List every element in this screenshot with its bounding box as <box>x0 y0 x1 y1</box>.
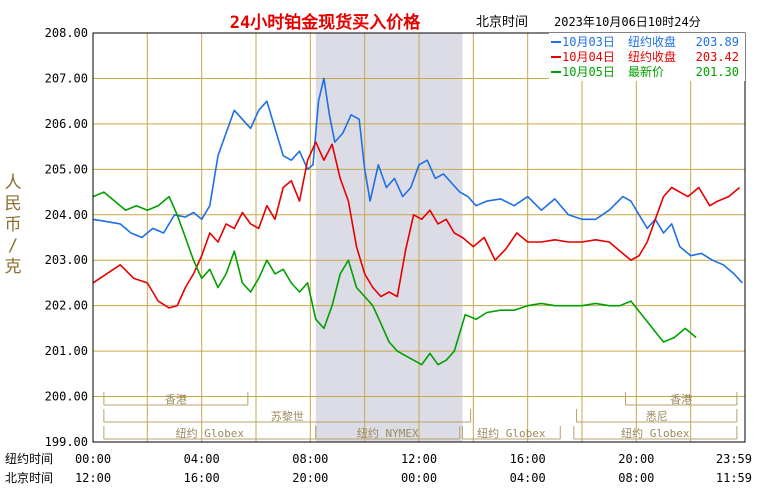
y-tick-label: 205.00 <box>45 162 88 176</box>
y-tick-label: 208.00 <box>45 26 88 40</box>
bj-x-tick-label: 12:00 <box>75 471 111 485</box>
bj-x-tick-label: 04:00 <box>510 471 546 485</box>
y-axis-label-char: 币 <box>5 215 22 235</box>
y-tick-label: 200.00 <box>45 390 88 404</box>
legend-value: 201.30 <box>696 65 739 79</box>
series-line-10月03日 <box>92 77 743 284</box>
y-axis-label-char: / <box>8 236 18 256</box>
ny-x-tick-label: 00:00 <box>75 452 111 466</box>
bj-x-tick-label: 11:59 <box>716 471 752 485</box>
session-label: 纽约 NYMEX <box>357 426 419 440</box>
bj-time-row-label: 北京时间 <box>5 471 53 485</box>
y-tick-label: 203.00 <box>45 253 88 267</box>
y-tick-label: 206.00 <box>45 117 88 131</box>
chart-title: 24小时铂金现货买入价格 <box>230 12 421 33</box>
nymex-highlight-band <box>315 33 463 442</box>
legend-date: 10月04日 <box>562 50 615 64</box>
legend-value: 203.42 <box>696 50 739 64</box>
y-axis-label: 人民币/克 <box>5 173 22 277</box>
legend-sublabel: 最新价 <box>628 64 664 79</box>
y-axis-label-char: 克 <box>5 257 22 277</box>
y-tick-label: 207.00 <box>45 71 88 85</box>
y-axis-label-char: 民 <box>5 194 22 214</box>
timestamp: 2023年10月06日10时24分 <box>554 15 701 29</box>
ny-x-tick-label: 20:00 <box>618 452 654 466</box>
bj-x-tick-label: 16:00 <box>184 471 220 485</box>
legend-box <box>549 33 745 81</box>
ny-x-tick-label: 04:00 <box>184 452 220 466</box>
legend-date: 10月05日 <box>562 65 615 79</box>
session-label: 纽约 Globex <box>477 426 546 440</box>
session-label: 悉尼 <box>646 410 668 423</box>
y-tick-label: 202.00 <box>45 299 88 313</box>
session-label: 纽约 Globex <box>621 426 690 440</box>
timezone-label: 北京时间 <box>476 15 528 30</box>
y-tick-label: 204.00 <box>45 208 88 222</box>
legend-date: 10月03日 <box>562 35 615 49</box>
session-label: 香港 <box>670 393 692 406</box>
y-tick-label: 201.00 <box>45 344 88 358</box>
y-axis-label-char: 人 <box>5 173 22 193</box>
series-line-10月04日 <box>92 141 741 309</box>
ny-time-row-label: 纽约时间 <box>5 451 53 466</box>
legend-sublabel: 纽约收盘 <box>628 49 676 64</box>
ny-x-tick-label: 23:59 <box>716 452 752 466</box>
series-line-10月05日 <box>92 191 697 366</box>
y-tick-label: 199.00 <box>45 435 88 449</box>
session-label: 纽约 Globex <box>176 426 245 440</box>
legend-value: 203.89 <box>696 35 739 49</box>
legend-sublabel: 纽约收盘 <box>628 34 676 49</box>
legend: 10月03日 纽约收盘 203.89 10月04日 纽约收盘 203.42 10月05日 最新… <box>549 33 745 81</box>
bj-x-tick-label: 20:00 <box>292 471 328 485</box>
plot-frame <box>92 32 746 443</box>
bj-x-tick-label: 00:00 <box>401 471 437 485</box>
session-label: 香港 <box>165 393 187 406</box>
bj-x-tick-label: 08:00 <box>618 471 654 485</box>
ny-x-tick-label: 16:00 <box>510 452 546 466</box>
ny-x-tick-label: 08:00 <box>292 452 328 466</box>
session-label: 苏黎世 <box>271 409 304 423</box>
ny-x-tick-label: 12:00 <box>401 452 437 466</box>
